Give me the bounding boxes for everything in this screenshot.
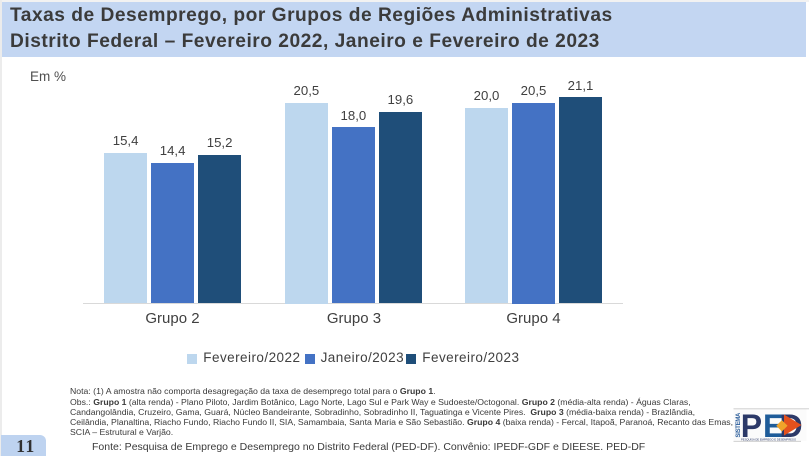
svg-text:E: E: [763, 408, 784, 442]
svg-text:P: P: [741, 408, 762, 442]
svg-text:SISTEMA: SISTEMA: [736, 412, 742, 438]
svg-text:PESQUISA DE EMPREGO E DESEMPRE: PESQUISA DE EMPREGO E DESEMPREGO: [741, 438, 796, 442]
